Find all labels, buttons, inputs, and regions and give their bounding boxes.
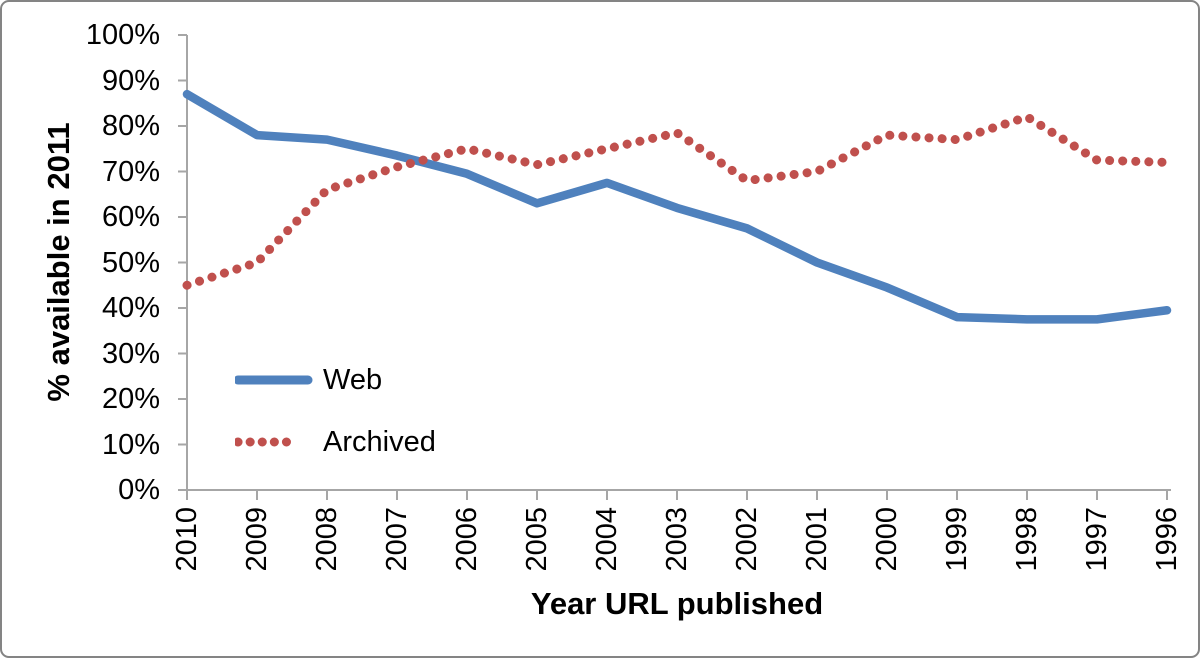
y-tick-label: 100% [85,19,160,51]
legend: Web Archived [235,2,495,656]
x-tick-label: 2003 [661,507,693,572]
legend-item-web: Web [235,365,382,395]
y-tick-label: 50% [101,246,160,279]
y-tick-label: 80% [101,110,160,142]
legend-label-archived: Archived [323,426,436,458]
y-tick-label: 40% [101,292,160,324]
x-tick-label: 1997 [1081,507,1113,572]
x-tick-label: 2005 [521,507,553,572]
x-tick-label: 2000 [871,507,903,572]
legend-label-web: Web [323,364,383,396]
y-tick-label: 90% [101,64,160,97]
y-tick-label: 20% [101,383,160,415]
x-tick-label: 2010 [171,507,203,572]
web-line-swatch [235,375,313,385]
x-tick-label: 1996 [1151,507,1183,572]
y-tick-label: 10% [101,428,160,461]
x-tick-label: 2002 [731,507,763,572]
y-tick-label: 60% [101,201,160,233]
x-tick-label: 1998 [1011,507,1043,572]
legend-item-archived: Archived [235,427,436,457]
x-axis-title: Year URL published [530,586,824,621]
x-tick-label: 2004 [591,507,623,572]
archived-line-swatch [235,437,303,447]
y-tick-label: 0% [118,474,160,506]
series-line-web [182,89,1172,324]
x-tick-label: 2001 [801,507,833,572]
series-line-archived [182,112,1172,290]
y-tick-label: 70% [101,155,160,188]
y-axis-title: % available in 2011 [41,122,76,402]
y-tick-label: 30% [101,337,160,370]
x-tick-label: 1999 [941,507,973,572]
